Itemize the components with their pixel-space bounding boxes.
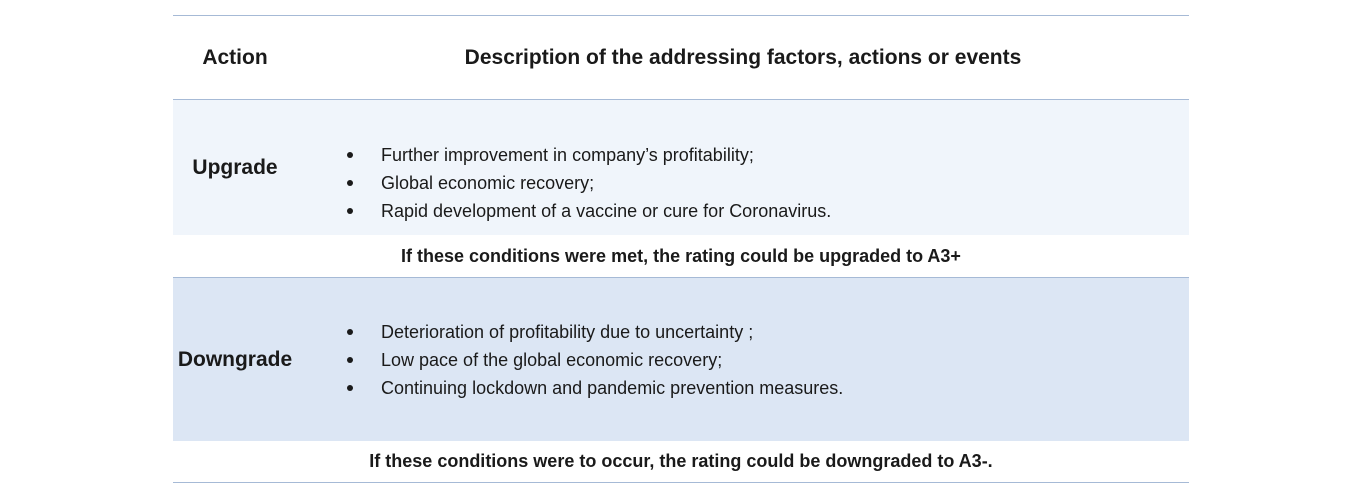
upgrade-row: Upgrade Further improvement in company’s…	[173, 100, 1189, 235]
downgrade-bullet-list: Deterioration of profitability due to un…	[341, 318, 843, 402]
list-item: Continuing lockdown and pandemic prevent…	[341, 374, 843, 402]
bullet-text: Low pace of the global economic recovery…	[381, 350, 723, 370]
bullet-text: Global economic recovery;	[381, 173, 595, 193]
list-item: Global economic recovery;	[341, 169, 831, 197]
table-bottom-rule	[173, 482, 1189, 483]
bullet-icon	[347, 152, 353, 158]
bullet-text: Continuing lockdown and pandemic prevent…	[381, 378, 844, 398]
bullet-icon	[347, 329, 353, 335]
bullet-text: Further improvement in company’s profita…	[381, 145, 754, 165]
header-description: Description of the addressing factors, a…	[464, 45, 1022, 69]
table-header-row: Action Description of the addressing fac…	[173, 16, 1189, 99]
list-item: Further improvement in company’s profita…	[341, 141, 831, 169]
upgrade-bottom-rule	[173, 277, 1189, 278]
bullet-text: Rapid development of a vaccine or cure f…	[381, 201, 832, 221]
upgrade-action-label: Upgrade	[192, 155, 278, 179]
header-action: Action	[202, 45, 268, 69]
bullet-icon	[347, 180, 353, 186]
header-bottom-rule	[173, 99, 1189, 100]
list-item: Rapid development of a vaccine or cure f…	[341, 197, 831, 225]
bullet-icon	[347, 357, 353, 363]
upgrade-condition: If these conditions were met, the rating…	[401, 246, 961, 266]
list-item: Low pace of the global economic recovery…	[341, 346, 843, 374]
downgrade-action-label: Downgrade	[177, 347, 293, 371]
bullet-icon	[347, 385, 353, 391]
downgrade-condition: If these conditions were to occur, the r…	[369, 451, 993, 471]
rating-actions-table: Action Description of the addressing fac…	[173, 15, 1189, 483]
bullet-icon	[347, 208, 353, 214]
list-item: Deterioration of profitability due to un…	[341, 318, 843, 346]
bullet-text: Deterioration of profitability due to un…	[381, 322, 754, 342]
upgrade-bullet-list: Further improvement in company’s profita…	[341, 141, 831, 225]
table-top-rule	[173, 15, 1189, 16]
downgrade-row: Downgrade Deterioration of profitability…	[173, 278, 1189, 441]
